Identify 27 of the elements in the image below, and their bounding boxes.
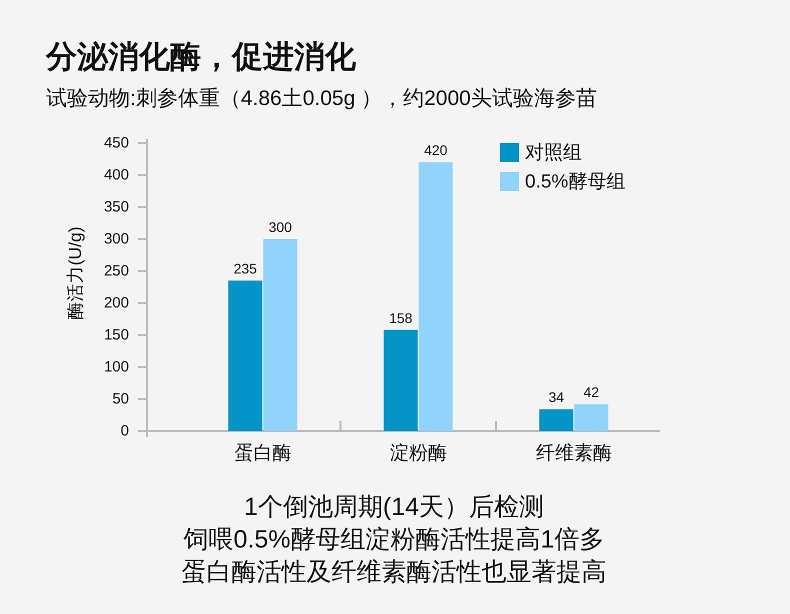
ytick-label: 300 xyxy=(104,230,129,248)
ylabel: 酶活力(U/g) xyxy=(65,226,85,320)
ytick-label: 150 xyxy=(104,326,129,344)
ytick-label: 100 xyxy=(104,358,129,376)
data-label: 300 xyxy=(268,219,292,235)
ytick-label: 450 xyxy=(104,134,129,152)
annotation: 蛋白酶活性及纤维素酶活性也显著提高 xyxy=(182,558,606,586)
category-label: 纤维素酶 xyxy=(536,443,612,464)
data-label: 158 xyxy=(389,310,412,326)
ytick-label: 400 xyxy=(104,166,129,184)
data-label: 235 xyxy=(234,260,257,277)
category-label: 淀粉酶 xyxy=(390,443,447,464)
legend-label: 0.5%酵母组 xyxy=(525,172,626,192)
data-label: 42 xyxy=(583,384,600,400)
ytick-label: 0 xyxy=(120,422,129,440)
ytick-label: 250 xyxy=(104,262,129,280)
subtitle: 试验动物:刺参体重（4.86土0.05g ），约2000头试验海参苗 xyxy=(46,87,597,110)
annotation: 1个倒池周期(14天）后检测 xyxy=(244,493,544,521)
ytick-label: 350 xyxy=(104,198,129,216)
category-label: 蛋白酶 xyxy=(234,443,292,464)
data-label: 420 xyxy=(424,142,448,158)
legend-label: 对照组 xyxy=(525,142,582,164)
annotation: 饲喂0.5%酵母组淀粉酶活性提高1倍多 xyxy=(184,526,604,554)
data-label: 34 xyxy=(548,389,564,406)
ytick-label: 200 xyxy=(104,294,129,312)
ytick-label: 50 xyxy=(112,390,129,408)
title: 分泌消化酶，促进消化 xyxy=(46,39,356,74)
